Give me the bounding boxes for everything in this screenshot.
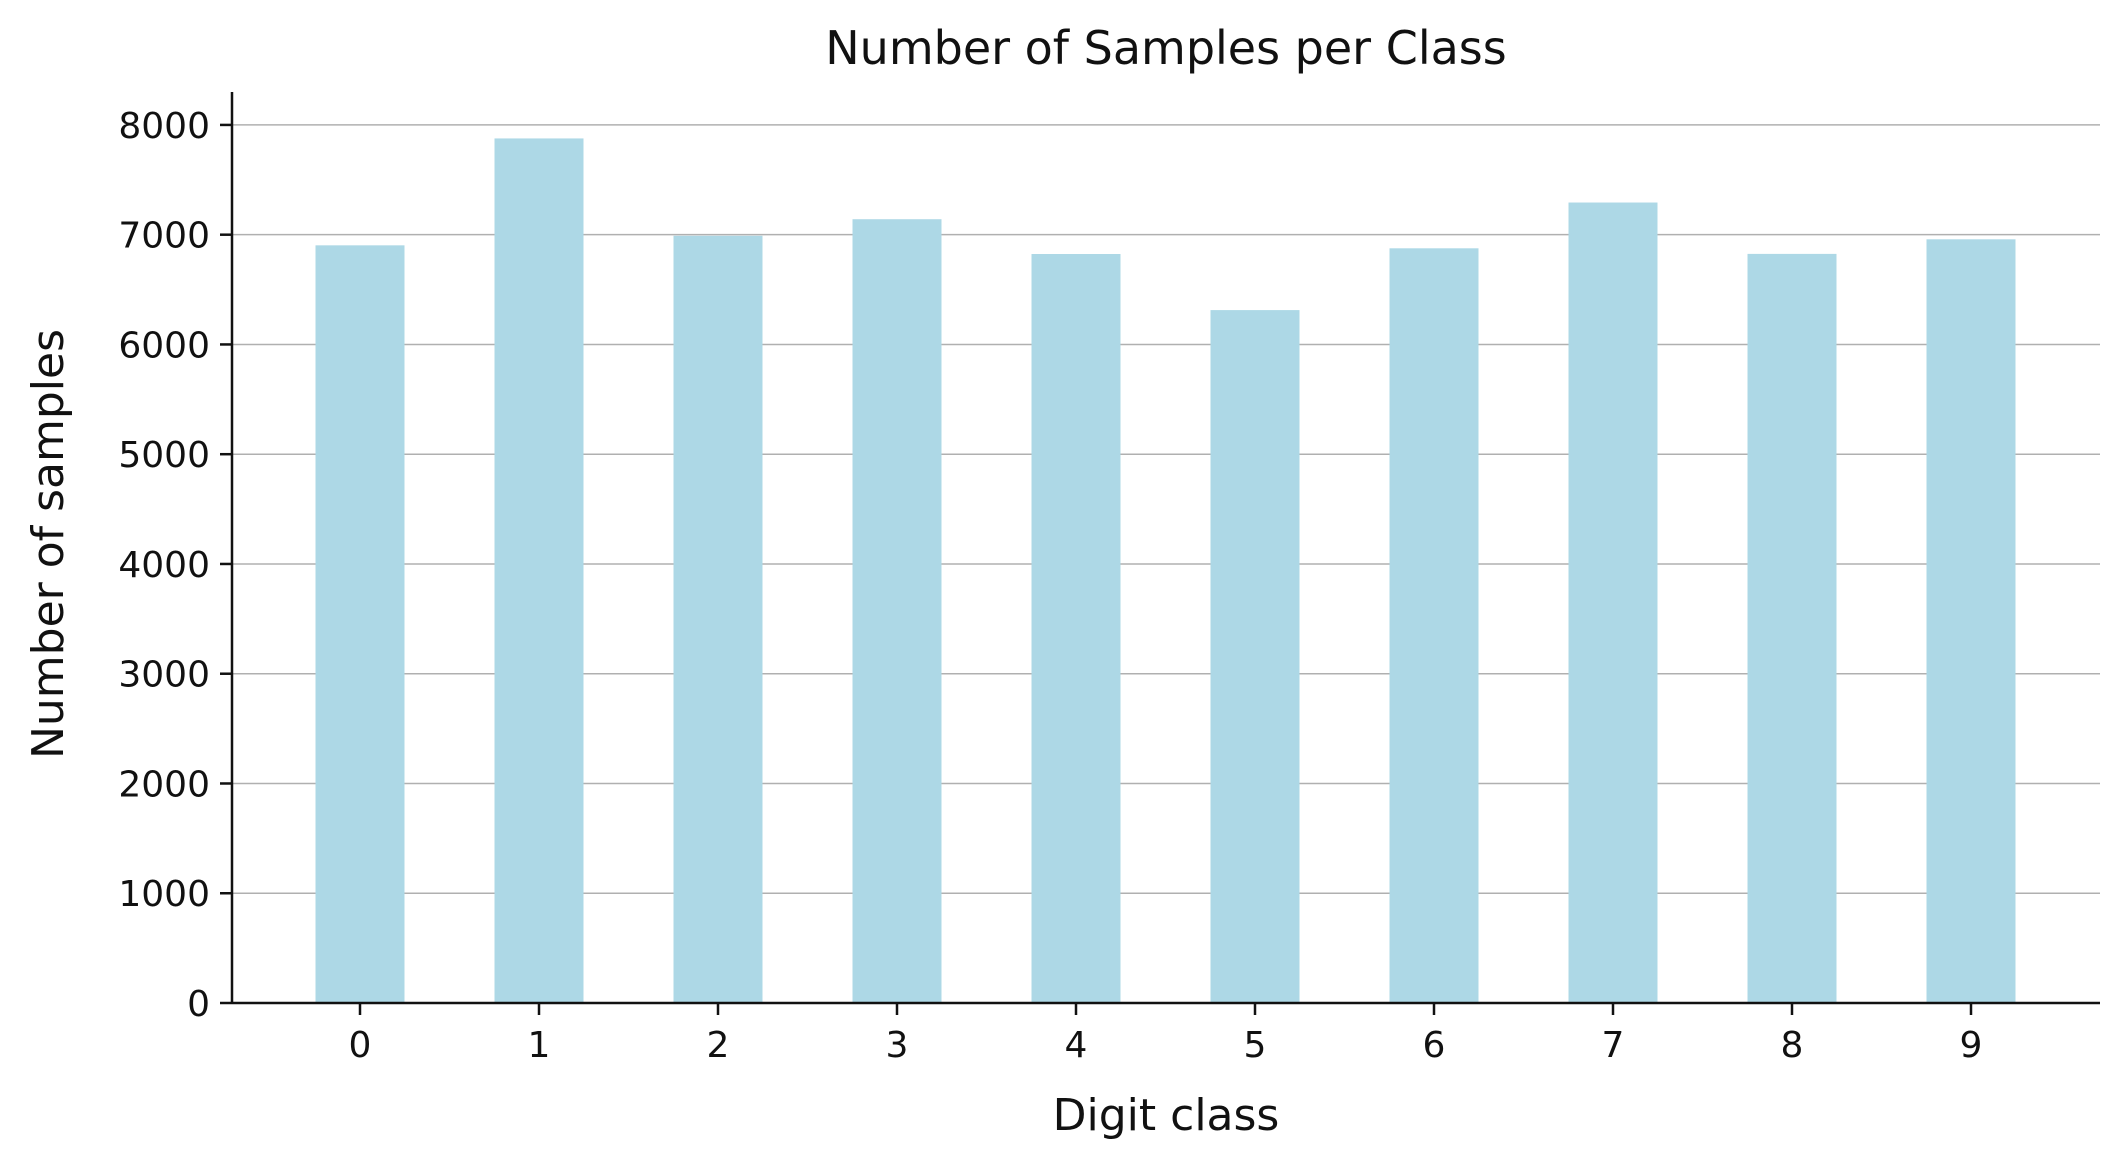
y-tick-label-0: 0 [187,984,210,1025]
y-tick-label-6000: 6000 [118,325,210,366]
y-tick-label-4000: 4000 [118,545,210,586]
axes [230,92,2100,1005]
bar-class-4 [1031,254,1121,1003]
bar-class-7 [1568,202,1658,1003]
ticks: 0 1000 2000 3000 4000 5000 6000 7000 8000 0 1 2 3 4 5 6… [118,106,1982,1066]
bar-class-9 [1926,239,2016,1003]
x-tick-label-3: 3 [886,1025,909,1066]
x-tick-label-5: 5 [1244,1025,1267,1066]
y-tick-label-1000: 1000 [118,874,210,915]
bar-class-2 [673,235,763,1004]
chart-title: Number of Samples per Class [825,21,1507,75]
bars [315,138,2016,1004]
bar-class-6 [1389,248,1479,1003]
x-tick-label-4: 4 [1065,1025,1088,1066]
y-tick-label-3000: 3000 [118,655,210,696]
x-tick-label-2: 2 [707,1025,730,1066]
x-tick-label-7: 7 [1602,1025,1625,1066]
bar-class-1 [494,138,584,1003]
y-tick-label-7000: 7000 [118,216,210,257]
y-tick-label-2000: 2000 [118,764,210,805]
x-tick-label-1: 1 [528,1025,551,1066]
bar-class-8 [1747,253,1837,1003]
x-tick-label-6: 6 [1423,1025,1446,1066]
x-tick-label-8: 8 [1781,1025,1804,1066]
x-axis-label: Digit class [1053,1090,1280,1141]
x-tick-label-9: 9 [1960,1025,1983,1066]
bar-class-3 [852,219,942,1004]
x-tick-label-0: 0 [349,1025,372,1066]
bar-class-5 [1210,310,1300,1004]
y-tick-label-5000: 5000 [118,435,210,476]
y-axis-label: Number of samples [23,329,74,759]
bar-class-0 [315,245,405,1003]
y-tick-label-8000: 8000 [118,106,210,147]
